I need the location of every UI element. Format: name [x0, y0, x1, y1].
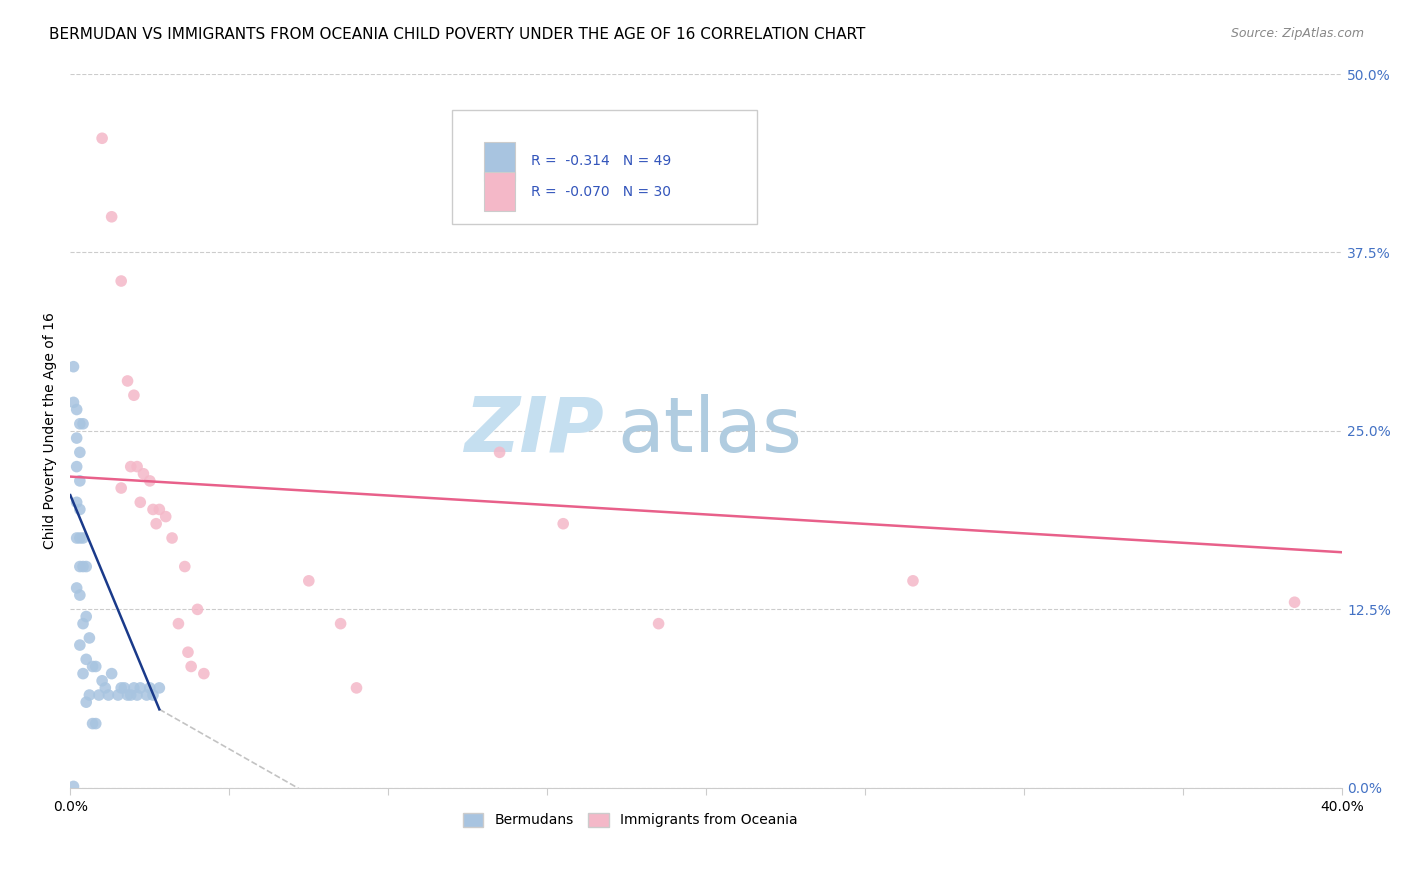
Point [142, 502, 165, 516]
Point [180, 659, 202, 673]
Point [647, 616, 669, 631]
Bar [484, 172, 516, 211]
Point [97, 688, 120, 702]
Point [145, 516, 167, 531]
Point [69, 502, 91, 516]
Point [72, 666, 94, 681]
Point [66, 581, 89, 595]
Point [107, 688, 129, 702]
Point [72, 559, 94, 574]
Point [82, 659, 104, 673]
Point [72, 616, 94, 631]
Point [75, 559, 97, 574]
Point [69, 417, 91, 431]
Point [139, 474, 162, 488]
Point [120, 459, 142, 474]
Point [155, 509, 177, 524]
Point [82, 716, 104, 731]
Point [84, 716, 107, 731]
Point [62, 359, 84, 374]
Text: atlas: atlas [617, 394, 803, 468]
Point [66, 402, 89, 417]
Point [173, 559, 195, 574]
Point [135, 688, 157, 702]
Text: Source: ZipAtlas.com: Source: ZipAtlas.com [1230, 27, 1364, 40]
Point [79, 631, 101, 645]
Point [69, 531, 91, 545]
Point [132, 467, 155, 481]
Point [160, 531, 183, 545]
Legend: Bermudans, Immigrants from Oceania: Bermudans, Immigrants from Oceania [456, 805, 804, 834]
Text: R =  -0.070   N = 30: R = -0.070 N = 30 [530, 185, 671, 199]
Point [117, 688, 139, 702]
Point [69, 588, 91, 602]
Point [69, 638, 91, 652]
Point [110, 274, 132, 288]
Point [72, 417, 94, 431]
Point [117, 374, 139, 388]
Point [100, 666, 122, 681]
Point [62, 780, 84, 794]
Point [84, 659, 107, 673]
Point [110, 481, 132, 495]
Point [120, 688, 142, 702]
Y-axis label: Child Poverty Under the Age of 16: Child Poverty Under the Age of 16 [44, 312, 58, 549]
Point [110, 681, 132, 695]
Point [488, 445, 510, 459]
Point [177, 645, 200, 659]
Point [193, 666, 215, 681]
Point [127, 688, 149, 702]
Point [112, 681, 135, 695]
Point [1284, 595, 1306, 609]
Text: BERMUDAN VS IMMIGRANTS FROM OCEANIA CHILD POVERTY UNDER THE AGE OF 16 CORRELATIO: BERMUDAN VS IMMIGRANTS FROM OCEANIA CHIL… [49, 27, 866, 42]
Point [122, 681, 145, 695]
Point [139, 681, 162, 695]
Point [148, 681, 170, 695]
Text: ZIP: ZIP [465, 394, 605, 468]
Point [72, 531, 94, 545]
Point [129, 681, 152, 695]
Point [100, 210, 122, 224]
Point [75, 695, 97, 709]
Point [91, 131, 114, 145]
FancyBboxPatch shape [451, 110, 758, 224]
Point [142, 688, 165, 702]
Point [127, 459, 149, 474]
Point [148, 502, 170, 516]
Text: R =  -0.314   N = 49: R = -0.314 N = 49 [530, 154, 671, 169]
Point [87, 688, 110, 702]
Point [79, 688, 101, 702]
Point [901, 574, 924, 588]
Point [75, 609, 97, 624]
Point [346, 681, 368, 695]
Point [129, 495, 152, 509]
Point [167, 616, 190, 631]
Point [69, 474, 91, 488]
Point [75, 652, 97, 666]
Bar [484, 142, 516, 181]
Point [69, 445, 91, 459]
Point [94, 681, 117, 695]
Point [66, 495, 89, 509]
Point [66, 459, 89, 474]
Point [553, 516, 575, 531]
Point [122, 388, 145, 402]
Point [298, 574, 321, 588]
Point [186, 602, 208, 616]
Point [329, 616, 352, 631]
Point [69, 559, 91, 574]
Point [62, 395, 84, 409]
Point [66, 531, 89, 545]
Point [66, 431, 89, 445]
Point [91, 673, 114, 688]
